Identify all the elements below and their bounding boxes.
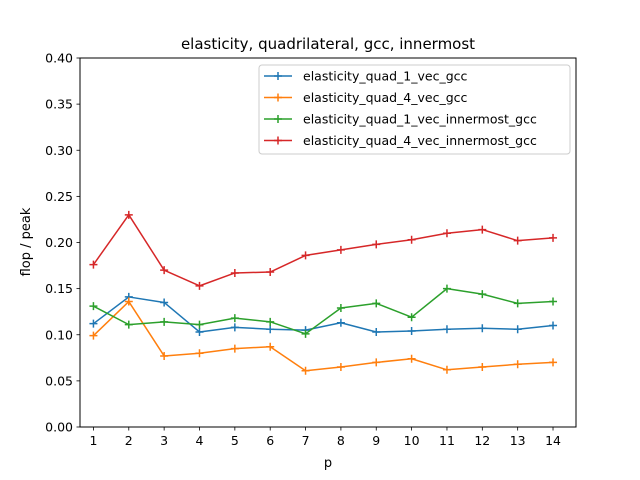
data-point [549, 233, 558, 242]
data-point [124, 320, 133, 329]
data-point [513, 299, 522, 308]
y-tick-label: 0.15 [45, 281, 73, 296]
legend-marker [274, 72, 282, 80]
data-point [266, 342, 275, 351]
data-point [195, 327, 204, 336]
x-tick-label: 6 [266, 433, 274, 448]
data-point [230, 314, 239, 323]
data-point [301, 329, 310, 338]
data-point [124, 210, 133, 219]
data-point [478, 324, 487, 333]
y-tick-label: 0.00 [45, 420, 73, 435]
data-point [336, 245, 345, 254]
legend-marker [274, 93, 282, 102]
legend-marker [274, 136, 282, 145]
series-line-1 [92, 296, 554, 333]
data-point [478, 225, 487, 234]
plot-area [89, 210, 558, 375]
data-point [124, 297, 133, 306]
x-tick-label: 8 [337, 433, 345, 448]
data-point [549, 297, 558, 306]
data-point [301, 251, 310, 260]
data-point [160, 266, 169, 275]
data-point [89, 260, 98, 269]
data-point [442, 365, 451, 374]
data-point [230, 323, 239, 332]
data-point [407, 327, 416, 336]
data-point [89, 319, 98, 328]
data-point [160, 317, 169, 326]
series-line-4 [92, 214, 554, 287]
y-tick-label: 0.05 [45, 373, 73, 388]
x-tick-label: 2 [125, 433, 133, 448]
data-point [549, 321, 558, 330]
series-line-3 [93, 287, 554, 335]
data-point [266, 325, 275, 334]
data-point [266, 268, 275, 277]
data-point [513, 236, 522, 245]
data-point [195, 320, 204, 329]
data-point [372, 240, 381, 249]
legend-entry-label: elasticity_quad_1_vec_innermost_gcc [303, 112, 537, 127]
data-point [301, 366, 310, 375]
x-tick-label: 7 [302, 433, 310, 448]
data-point [230, 344, 239, 353]
data-point [336, 363, 345, 372]
data-point [230, 268, 239, 277]
data-point [89, 331, 98, 340]
x-tick-label: 9 [372, 433, 380, 448]
y-tick-label: 0.30 [45, 143, 73, 158]
data-point [160, 298, 169, 307]
legend-box [258, 64, 571, 155]
data-point [89, 302, 98, 311]
y-tick-label: 0.10 [45, 327, 73, 342]
x-tick-label: 4 [196, 433, 204, 448]
axes: 0.000.050.100.150.200.250.300.350.401 2 3 4… [45, 51, 577, 448]
x-tick-label: 13 [510, 433, 526, 448]
series-line-2 [92, 300, 554, 372]
chart-title: elasticity, quadrilateral, gcc, innermos… [181, 35, 475, 53]
data-point [407, 313, 416, 322]
data-point [372, 299, 381, 308]
data-point [336, 318, 345, 327]
y-tick-label: 0.40 [45, 51, 73, 66]
x-tick-label: 14 [545, 433, 561, 448]
x-tick-label: 3 [160, 433, 168, 448]
data-point [266, 317, 275, 326]
x-axis-label: p [324, 456, 332, 471]
y-axis-label: flop / peak [19, 207, 34, 276]
data-point [442, 229, 451, 238]
x-tick-label: 11 [439, 433, 455, 448]
data-point [195, 349, 204, 358]
data-point [513, 360, 522, 369]
data-point [195, 281, 204, 290]
data-point [442, 284, 451, 293]
x-tick-label: 1 [89, 433, 97, 448]
legend: elasticity_quad_1_vec_gcc elasticity_quad… [258, 64, 571, 155]
y-tick-label: 0.25 [45, 189, 73, 204]
data-point [478, 290, 487, 299]
x-tick-label: 5 [231, 433, 239, 448]
data-point [336, 303, 345, 312]
legend-marker [274, 115, 282, 123]
data-point [407, 235, 416, 244]
y-tick-label: 0.20 [45, 235, 73, 250]
data-point [372, 327, 381, 336]
data-point [160, 351, 169, 360]
data-point [549, 358, 558, 367]
data-point [372, 358, 381, 367]
data-point [407, 354, 416, 363]
data-point [442, 325, 451, 334]
legend-entry-label: elasticity_quad_4_vec_gcc [303, 90, 468, 105]
y-tick-label: 0.35 [45, 97, 73, 112]
x-tick-label: 12 [474, 433, 490, 448]
legend-entry-label: elasticity_quad_4_vec_innermost_gcc [303, 133, 537, 148]
data-point [513, 325, 522, 334]
legend-entry-label: elasticity_quad_1_vec_gcc [303, 69, 468, 84]
data-point [478, 363, 487, 372]
x-tick-label: 10 [404, 433, 420, 448]
